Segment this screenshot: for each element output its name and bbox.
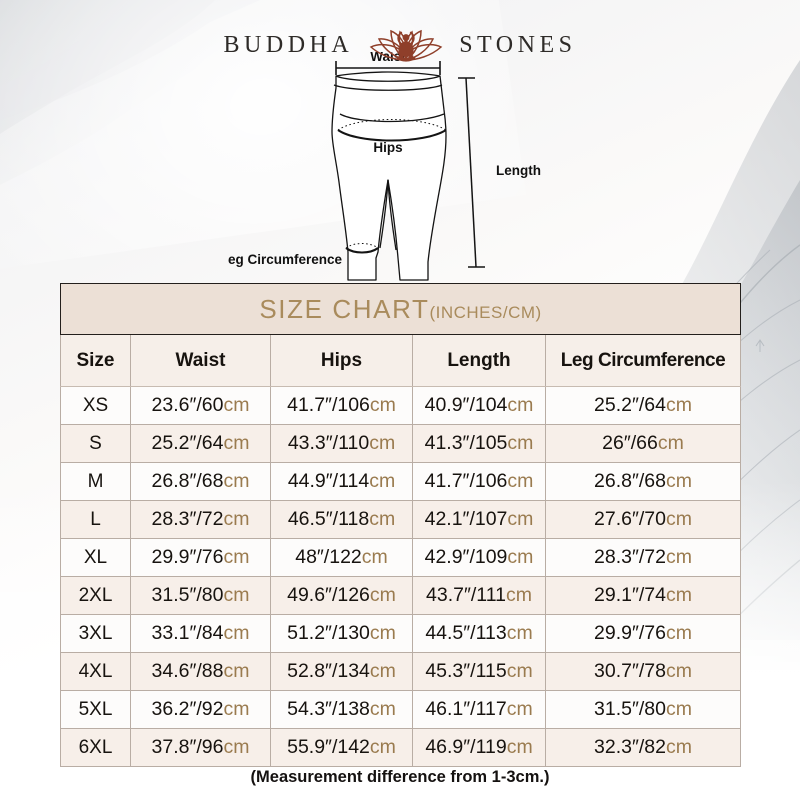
cell-hips: 46.5″/118cm	[270, 500, 413, 539]
cell-hips: 55.9″/142cm	[270, 728, 413, 767]
size-chart-body: XS 23.6″/60cm 41.7″/106cm 40.9″/104cm 25.2″/…	[60, 386, 742, 767]
cell-size: XS	[60, 386, 131, 425]
cell-waist: 36.2″/92cm	[130, 690, 271, 729]
length-measure-line	[458, 77, 485, 268]
cell-waist: 37.8″/96cm	[130, 728, 271, 767]
column-header-hips: Hips	[270, 334, 413, 387]
column-header-length: Length	[412, 334, 546, 387]
cell-waist: 28.3″/72cm	[130, 500, 271, 539]
cell-waist: 29.9″/76cm	[130, 538, 271, 577]
cell-size: 3XL	[60, 614, 131, 653]
cell-length: 41.3″/105cm	[412, 424, 546, 463]
size-chart-table: SIZE CHART(INCHES/CM) Size Waist Hips Le…	[60, 283, 742, 767]
cell-hips: 41.7″/106cm	[270, 386, 413, 425]
table-row: 4XL 34.6″/88cm 52.8″/134cm 45.3″/115cm 30.7″…	[60, 652, 742, 691]
table-row: XS 23.6″/60cm 41.7″/106cm 40.9″/104cm 25.2″/…	[60, 386, 742, 425]
brand-word-left: BUDDHA	[223, 32, 354, 58]
column-header-leg-circumference: Leg Circumference	[544, 334, 742, 387]
table-row: M 26.8″/68cm 44.9″/114cm 41.7″/106cm 26.8″/6…	[60, 462, 742, 501]
cell-waist: 31.5″/80cm	[130, 576, 271, 615]
cell-leg-circumference: 26.8″/68cm	[544, 462, 742, 501]
cell-hips: 54.3″/138cm	[270, 690, 413, 729]
cell-waist: 33.1″/84cm	[130, 614, 271, 653]
cell-leg-circumference: 26″/66cm	[544, 424, 742, 463]
cell-size: 2XL	[60, 576, 131, 615]
pants-measurement-diagram: Waist Hips Length Leg Circumference	[228, 52, 548, 284]
table-row: S 25.2″/64cm 43.3″/110cm 41.3″/105cm 26″/66c…	[60, 424, 742, 463]
cell-size: S	[60, 424, 131, 463]
cell-hips: 43.3″/110cm	[270, 424, 413, 463]
cell-length: 40.9″/104cm	[412, 386, 546, 425]
brand-header: BUDDHA	[0, 18, 800, 74]
cell-hips: 51.2″/130cm	[270, 614, 413, 653]
size-chart-table-wrapper: SIZE CHART(INCHES/CM) Size Waist Hips Le…	[60, 283, 742, 767]
table-row: 2XL 31.5″/80cm 49.6″/126cm 43.7″/111cm 29.1″…	[60, 576, 742, 615]
column-header-size: Size	[60, 334, 131, 387]
chart-title-row: SIZE CHART(INCHES/CM)	[60, 283, 741, 335]
cell-leg-circumference: 29.9″/76cm	[544, 614, 742, 653]
chart-title-main: SIZE CHART	[259, 293, 430, 324]
cell-length: 43.7″/111cm	[412, 576, 546, 615]
cell-length: 46.1″/117cm	[412, 690, 546, 729]
cell-length: 41.7″/106cm	[412, 462, 546, 501]
pants-diagram-svg: Waist Hips Length Leg Circumference	[228, 52, 541, 281]
cell-hips: 48″/122cm	[270, 538, 413, 577]
table-row: 3XL 33.1″/84cm 51.2″/130cm 44.5″/113cm 29.9″…	[60, 614, 742, 653]
cell-hips: 52.8″/134cm	[270, 652, 413, 691]
cell-hips: 49.6″/126cm	[270, 576, 413, 615]
table-row: XL 29.9″/76cm 48″/122cm 42.9″/109cm 28.3″/72…	[60, 538, 742, 577]
cell-size: XL	[60, 538, 131, 577]
cell-size: 5XL	[60, 690, 131, 729]
cell-size: 6XL	[60, 728, 131, 767]
cell-size: L	[60, 500, 131, 539]
column-header-waist: Waist	[130, 334, 271, 387]
chart-title-cell: SIZE CHART(INCHES/CM)	[60, 283, 741, 335]
cell-waist: 34.6″/88cm	[130, 652, 271, 691]
cell-size: 4XL	[60, 652, 131, 691]
cell-length: 42.9″/109cm	[412, 538, 546, 577]
brand-word-right: STONES	[459, 32, 577, 58]
cell-hips: 44.9″/114cm	[270, 462, 413, 501]
table-row: L 28.3″/72cm 46.5″/118cm 42.1″/107cm 27.6″/7…	[60, 500, 742, 539]
cell-size: M	[60, 462, 131, 501]
table-row: 6XL 37.8″/96cm 55.9″/142cm 46.9″/119cm 32.3″…	[60, 728, 742, 767]
table-row: 5XL 36.2″/92cm 54.3″/138cm 46.1″/117cm 31.5″…	[60, 690, 742, 729]
cell-waist: 26.8″/68cm	[130, 462, 271, 501]
cell-leg-circumference: 27.6″/70cm	[544, 500, 742, 539]
cell-leg-circumference: 30.7″/78cm	[544, 652, 742, 691]
cell-leg-circumference: 31.5″/80cm	[544, 690, 742, 729]
cell-length: 45.3″/115cm	[412, 652, 546, 691]
cell-length: 44.5″/113cm	[412, 614, 546, 653]
hips-label: Hips	[373, 140, 402, 155]
cell-leg-circumference: 32.3″/82cm	[544, 728, 742, 767]
cell-waist: 23.6″/60cm	[130, 386, 271, 425]
cell-waist: 25.2″/64cm	[130, 424, 271, 463]
leg-circumference-label: Leg Circumference	[228, 252, 342, 267]
lotus-meditation-icon	[369, 29, 443, 62]
cell-leg-circumference: 25.2″/64cm	[544, 386, 742, 425]
column-header-row: Size Waist Hips Length Leg Circumference	[60, 334, 742, 387]
measurement-note: (Measurement difference from 1-3cm.)	[250, 768, 550, 786]
cell-leg-circumference: 28.3″/72cm	[544, 538, 742, 577]
length-label: Length	[496, 163, 541, 178]
cell-leg-circumference: 29.1″/74cm	[544, 576, 742, 615]
cell-length: 42.1″/107cm	[412, 500, 546, 539]
cell-length: 46.9″/119cm	[412, 728, 546, 767]
chart-title-units: (INCHES/CM)	[429, 302, 542, 322]
